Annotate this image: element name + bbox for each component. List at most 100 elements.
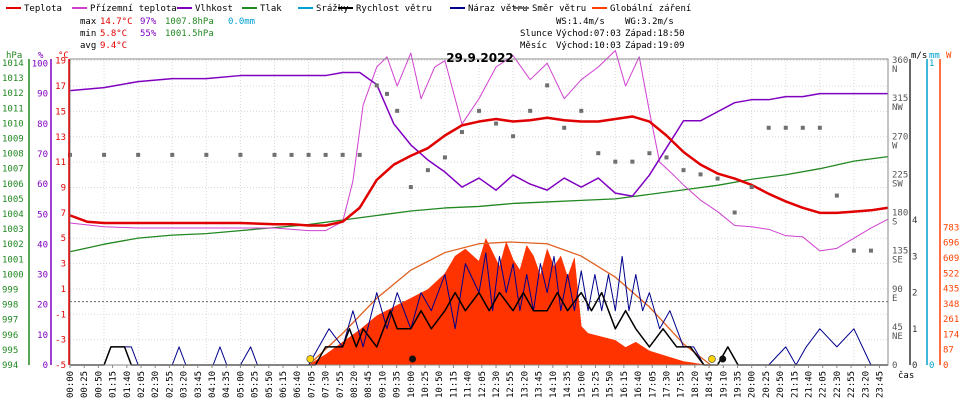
hpa-tick: 997 — [2, 316, 18, 326]
wind-dir-point — [732, 210, 737, 215]
x-tick: 16:15 — [620, 371, 630, 398]
x-tick: 17:05 — [648, 371, 658, 398]
x-tick: 00:00 — [66, 371, 76, 398]
sun-rise: Východ:07:03 — [556, 29, 621, 39]
wind-dir-point — [204, 152, 209, 157]
legend-item: Přízemní teplota — [90, 4, 177, 14]
hpa-tick: 1012 — [2, 89, 24, 99]
x-tick: 09:10 — [378, 371, 388, 398]
w-tick: 522 — [943, 269, 959, 279]
hpa-tick: 996 — [2, 331, 18, 341]
x-tick: 11:15 — [449, 371, 459, 398]
stat-avg-label: avg — [80, 41, 96, 51]
wind-dir-point — [477, 108, 481, 113]
hpa-unit: hPa — [6, 51, 22, 61]
wind-dir-point — [800, 125, 805, 130]
pct-tick: 20 — [37, 301, 48, 311]
legend-item: Náraz větru — [468, 4, 528, 14]
x-tick: 04:10 — [208, 371, 218, 398]
hpa-tick: 998 — [2, 301, 18, 311]
wind-dir-point — [817, 125, 822, 130]
hpa-tick: 1001 — [2, 255, 24, 265]
dir-compass-tick: W — [892, 141, 898, 151]
hpa-tick: 994 — [2, 361, 18, 371]
axis-units: hPa % °C m/s mm W — [6, 51, 952, 61]
x-tick: 00:50 — [94, 371, 104, 398]
x-tick: 18:45 — [705, 371, 715, 398]
x-tick: 10:00 — [407, 371, 417, 398]
x-tick: 20:50 — [776, 371, 786, 398]
humidity-line — [69, 71, 888, 197]
x-tick: 18:20 — [691, 371, 701, 398]
x-tick: 20:00 — [748, 371, 758, 398]
x-tick: 12:55 — [506, 371, 516, 398]
hpa-tick: 1011 — [2, 104, 24, 114]
degc-tick: 15 — [55, 107, 66, 117]
wind-dir-point — [494, 121, 499, 126]
x-tick: 22:30 — [833, 371, 843, 398]
dir-tick: 0 — [892, 361, 897, 371]
pct-tick: 80 — [37, 120, 48, 130]
dir-compass-tick: NW — [892, 103, 903, 113]
dir-tick: 135 — [892, 247, 908, 257]
pct-tick: 40 — [37, 240, 48, 250]
x-tick: 19:10 — [719, 371, 729, 398]
x-tick: 17:55 — [677, 371, 687, 398]
degc-tick: -1 — [55, 310, 66, 320]
dir-tick: 315 — [892, 94, 908, 104]
w-tick: 783 — [943, 223, 959, 233]
sunrise-marker — [306, 355, 315, 363]
degc-tick: 3 — [61, 260, 66, 270]
pct-tick: 70 — [37, 150, 48, 160]
ms-unit: m/s — [911, 51, 927, 61]
stats-block: max 14.7°C 97% 1007.8hPa 0.0mm min 5.8°C… — [80, 17, 685, 51]
wind-dir-point — [459, 130, 464, 135]
w-tick: 0 — [943, 361, 948, 371]
wind-dir-point — [851, 248, 856, 253]
wind-dir-point — [783, 125, 788, 130]
wind-dir-point — [868, 248, 873, 253]
x-tick: 06:15 — [279, 371, 289, 398]
wind-dir-point — [442, 155, 447, 160]
degc-tick: 13 — [55, 133, 66, 143]
x-tick: 02:05 — [137, 371, 147, 398]
pct-tick: 0 — [43, 361, 48, 371]
degc-tick: 9 — [61, 183, 66, 193]
x-tick: 23:45 — [875, 371, 885, 398]
mm-tick: 0 — [929, 361, 934, 371]
dir-tick: 360 — [892, 56, 908, 66]
dir-tick: 225 — [892, 170, 908, 180]
wind-dir-point — [272, 152, 277, 157]
x-tick: 03:20 — [180, 371, 190, 398]
w-tick: 174 — [943, 330, 959, 340]
legend-item: Globální záření — [610, 4, 691, 14]
ms-tick: 0 — [912, 361, 917, 371]
wind-dir-point — [340, 152, 345, 157]
x-tick: 07:05 — [307, 371, 317, 398]
wind-dir-point — [579, 108, 584, 113]
x-tick: 05:50 — [265, 371, 275, 398]
legend-item: Směr větru — [532, 4, 586, 14]
moonset-marker — [719, 355, 727, 363]
sunset-marker — [708, 355, 716, 363]
stat-avg-temp: 9.4°C — [100, 41, 127, 51]
hpa-tick: 1002 — [2, 240, 24, 250]
x-tick: 21:15 — [790, 371, 800, 398]
x-tick: 14:35 — [563, 371, 573, 398]
wind-dir-point — [102, 152, 107, 157]
x-tick: 17:30 — [662, 371, 672, 398]
ms-tick: 4 — [912, 216, 917, 226]
wind-dir-point — [170, 152, 175, 157]
dir-compass-tick: N — [892, 65, 897, 75]
x-tick: 14:10 — [549, 371, 559, 398]
x-tick: 01:15 — [109, 371, 119, 398]
moon-label: Měsíc — [520, 41, 547, 51]
x-tick: 07:55 — [336, 371, 346, 398]
moon-rise: Východ:10:03 — [556, 41, 621, 51]
hpa-tick: 1008 — [2, 150, 24, 160]
ground-temp-line — [69, 50, 889, 252]
wind-dir-point — [766, 125, 771, 130]
pct-tick: 30 — [37, 271, 48, 281]
degc-tick: -5 — [55, 361, 66, 371]
